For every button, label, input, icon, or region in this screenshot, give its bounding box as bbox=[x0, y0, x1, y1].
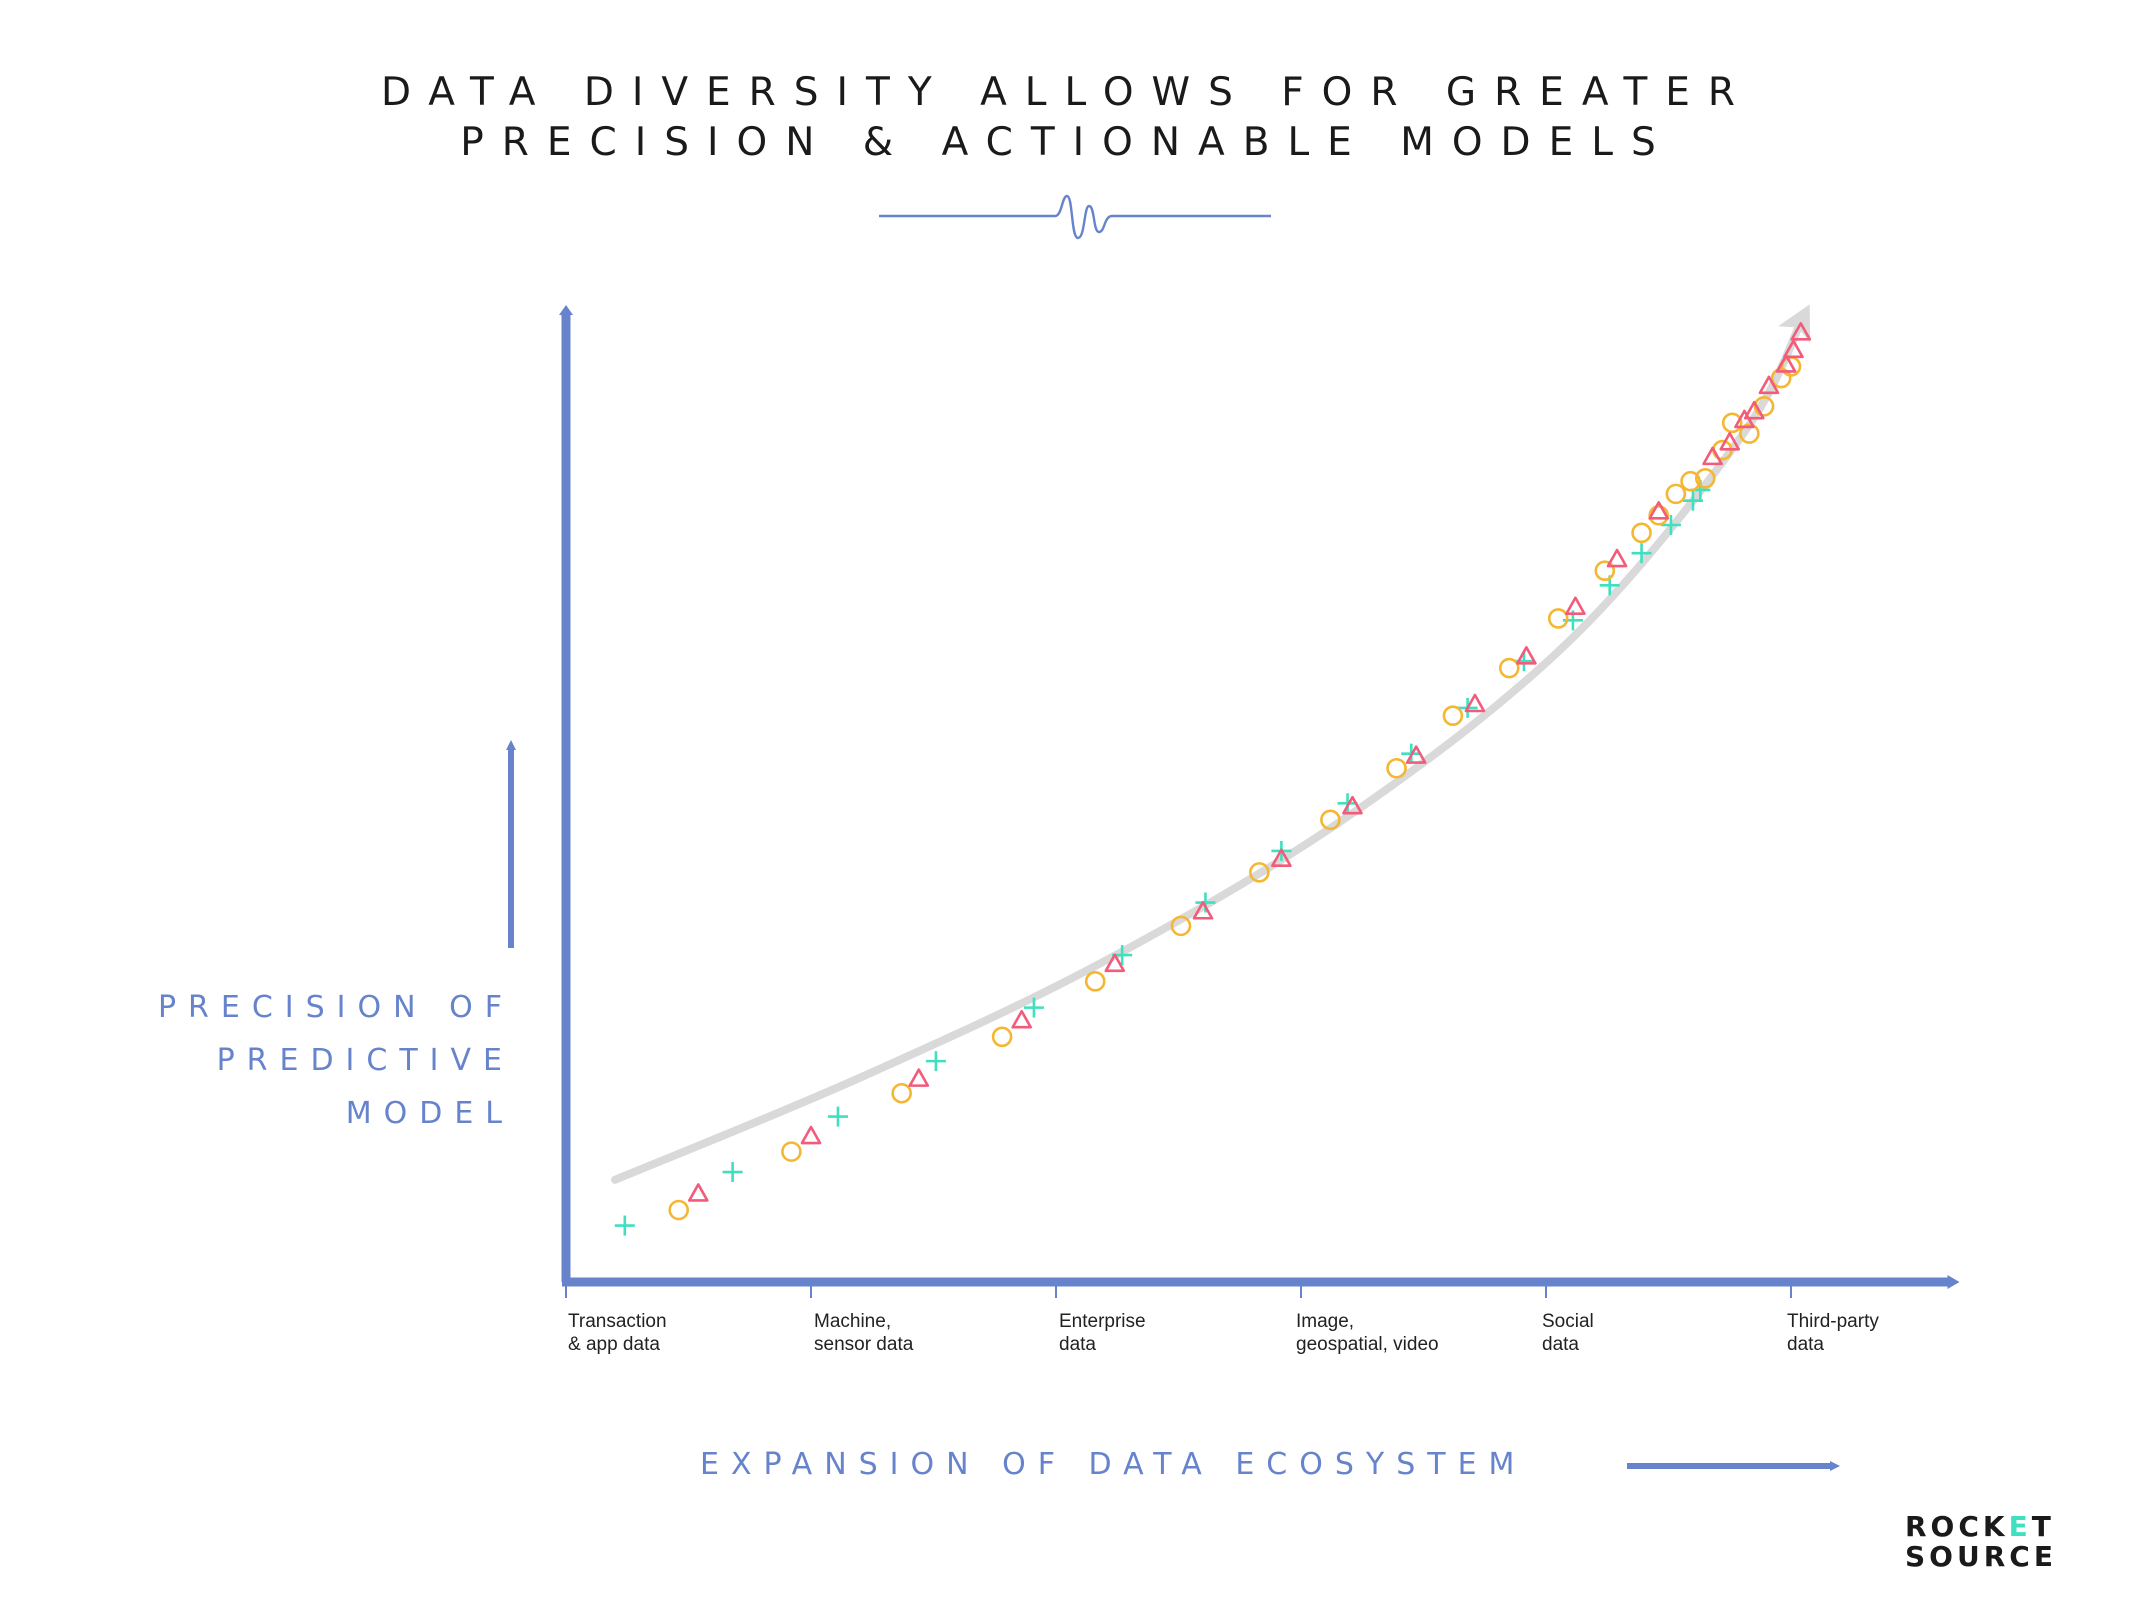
tick-label-machine: Machine, sensor data bbox=[814, 1311, 914, 1355]
plus-point-3 bbox=[925, 1051, 946, 1072]
x-label-arrowhead bbox=[1830, 1461, 1840, 1471]
circle-point-11 bbox=[1547, 608, 1569, 629]
y-axis-label-line-3: MODEL bbox=[345, 1096, 514, 1131]
title-wave-ornament bbox=[879, 194, 1271, 240]
rocketsource-logo: ROCKET SOURCE bbox=[1905, 1510, 2057, 1573]
plus-point-4 bbox=[1023, 997, 1044, 1018]
tick-label-image: Image, geospatial, video bbox=[1296, 1311, 1439, 1355]
circle-point-21 bbox=[1753, 395, 1775, 417]
y-axis-arrowhead bbox=[559, 305, 573, 315]
triangle-point-15 bbox=[1719, 431, 1741, 451]
triangle-point-17 bbox=[1743, 400, 1765, 420]
circle-point-2 bbox=[891, 1082, 912, 1104]
circle-point-9 bbox=[1442, 705, 1464, 727]
triangle-point-13 bbox=[1648, 501, 1669, 520]
circle-point-3 bbox=[991, 1026, 1013, 1048]
circle-point-19 bbox=[1721, 412, 1743, 434]
triangle-point-19 bbox=[1775, 354, 1797, 373]
triangle-point-20 bbox=[1783, 339, 1804, 359]
triangle-point-4 bbox=[1104, 953, 1126, 973]
circle-point-7 bbox=[1320, 809, 1341, 831]
triangle-point-21 bbox=[1790, 322, 1812, 341]
triangle-point-9 bbox=[1464, 693, 1486, 713]
triangle-point-5 bbox=[1192, 900, 1214, 920]
x-axis-arrowhead bbox=[1947, 1275, 1960, 1289]
tick-label-enterprise: Enterprise data bbox=[1059, 1311, 1146, 1355]
tick-label-social: Social data bbox=[1542, 1311, 1594, 1355]
plus-point-15 bbox=[1660, 515, 1681, 536]
circle-point-0 bbox=[668, 1199, 690, 1221]
circle-point-5 bbox=[1170, 915, 1192, 937]
triangle-point-11 bbox=[1565, 596, 1586, 616]
y-axis-label-line-1: PRECISION OF bbox=[157, 990, 514, 1025]
circle-point-20 bbox=[1739, 423, 1760, 444]
plus-point-1 bbox=[722, 1162, 743, 1183]
triangle-point-8 bbox=[1405, 745, 1427, 764]
circle-point-17 bbox=[1694, 468, 1716, 489]
circle-point-6 bbox=[1249, 862, 1270, 883]
circle-point-1 bbox=[781, 1141, 802, 1162]
circle-point-16 bbox=[1680, 470, 1701, 492]
plus-point-16 bbox=[1683, 490, 1703, 511]
plus-point-0 bbox=[614, 1215, 635, 1236]
triangle-point-0 bbox=[688, 1183, 709, 1202]
trend-arrowhead bbox=[1778, 304, 1811, 343]
triangle-point-3 bbox=[1011, 1009, 1032, 1029]
triangle-point-12 bbox=[1606, 548, 1628, 568]
plus-point-2 bbox=[827, 1106, 848, 1127]
circle-point-14 bbox=[1648, 504, 1669, 526]
circle-point-4 bbox=[1084, 971, 1106, 992]
circle-point-13 bbox=[1631, 522, 1652, 544]
tick-label-third-party: Third-party data bbox=[1787, 1311, 1879, 1355]
triangle-point-18 bbox=[1758, 375, 1780, 395]
tick-label-transaction: Transaction & app data bbox=[568, 1311, 667, 1355]
chart-title-line-1: DATA DIVERSITY ALLOWS FOR GREATER bbox=[380, 70, 1754, 115]
y-axis-label-line-2: PREDICTIVE bbox=[216, 1043, 514, 1078]
circle-point-8 bbox=[1386, 757, 1407, 779]
trend-arrow-curve bbox=[611, 312, 1808, 1184]
circle-point-12 bbox=[1594, 560, 1616, 582]
triangle-point-6 bbox=[1271, 848, 1292, 868]
circle-point-15 bbox=[1665, 483, 1687, 505]
triangle-point-7 bbox=[1342, 795, 1363, 815]
triangle-point-14 bbox=[1702, 446, 1723, 466]
circle-point-10 bbox=[1498, 657, 1520, 679]
plus-point-14 bbox=[1631, 543, 1652, 564]
y-label-arrowhead bbox=[506, 740, 516, 750]
chart-title-line-2: PRECISION & ACTIONABLE MODELS bbox=[460, 120, 1674, 165]
x-axis-label: EXPANSION OF DATA ECOSYSTEM bbox=[700, 1447, 1527, 1482]
triangle-point-2 bbox=[908, 1068, 930, 1087]
triangle-point-10 bbox=[1516, 646, 1537, 665]
triangle-point-1 bbox=[800, 1125, 822, 1145]
